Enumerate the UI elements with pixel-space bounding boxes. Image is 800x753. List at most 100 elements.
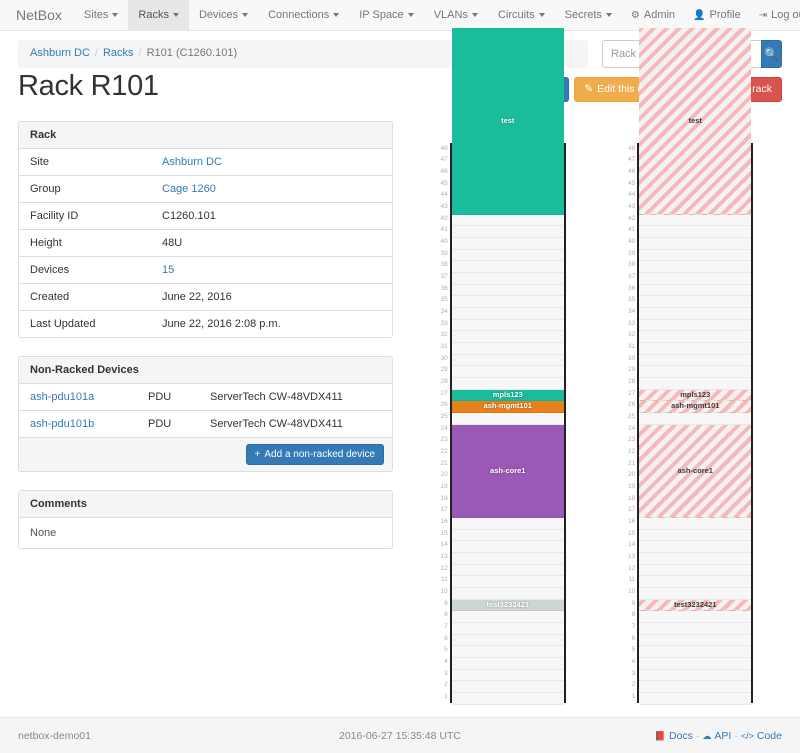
nav-item-ip-space[interactable]: IP Space	[349, 0, 423, 30]
add-non-racked-device-button[interactable]: + Add a non-racked device	[245, 443, 384, 465]
nav-item-log-out[interactable]: ⇥Log out	[750, 0, 800, 30]
rear-empty-slot[interactable]	[639, 284, 752, 297]
front-empty-slot[interactable]	[451, 377, 564, 390]
front-empty-slot[interactable]	[451, 529, 564, 542]
rear-empty-slot[interactable]	[639, 646, 752, 658]
front-rack-device[interactable]: test	[451, 27, 564, 215]
front-empty-slot[interactable]	[451, 249, 564, 262]
nav-item-sites[interactable]: Sites	[74, 0, 128, 30]
breadcrumb-racks-link[interactable]: Racks	[102, 47, 134, 59]
rear-empty-slot[interactable]	[639, 377, 752, 390]
nav-item-connections[interactable]: Connections	[258, 0, 349, 30]
footer-link-docs[interactable]: Docs	[668, 729, 693, 742]
breadcrumb-site-link[interactable]: Ashburn DC	[30, 47, 90, 59]
front-empty-slot[interactable]	[451, 331, 564, 343]
rear-empty-slot[interactable]	[639, 541, 752, 553]
rear-empty-slot[interactable]	[639, 529, 752, 542]
rear-empty-slot[interactable]	[639, 622, 752, 635]
rear-empty-slot[interactable]	[639, 634, 752, 647]
rack-attr-link[interactable]: 15	[162, 263, 175, 276]
rear-empty-slot[interactable]	[639, 296, 752, 308]
front-empty-slot[interactable]	[451, 517, 564, 530]
rear-empty-slot[interactable]	[639, 366, 752, 378]
front-empty-slot[interactable]	[451, 237, 564, 250]
rear-empty-slot[interactable]	[639, 669, 752, 682]
front-empty-slot[interactable]	[451, 564, 564, 577]
rear-empty-slot[interactable]	[639, 249, 752, 262]
search-icon[interactable]: 🔍	[761, 40, 782, 68]
rear-empty-slot[interactable]	[639, 319, 752, 332]
rear-empty-slot[interactable]	[639, 307, 752, 320]
rear-rack-device[interactable]: test	[639, 27, 752, 215]
rear-empty-slot[interactable]	[639, 342, 752, 355]
nonracked-device-link[interactable]: ash-pdu101b	[30, 417, 95, 430]
front-empty-slot[interactable]	[451, 412, 564, 425]
front-rack-device[interactable]: test3232421	[451, 599, 564, 612]
front-rack-device[interactable]: mpls123	[451, 389, 564, 402]
front-empty-slot[interactable]	[451, 284, 564, 297]
nav-item-devices[interactable]: Devices	[189, 0, 258, 30]
front-empty-slot[interactable]	[451, 552, 564, 565]
front-rack-device[interactable]: ash-mgmt101	[451, 401, 564, 413]
front-empty-slot[interactable]	[451, 296, 564, 308]
front-empty-slot[interactable]	[451, 261, 564, 273]
front-rack-frame[interactable]: pp01test-deviceash-mgmtcore1N5548-01Fire…	[449, 27, 566, 705]
rear-empty-slot[interactable]	[639, 564, 752, 577]
front-empty-slot[interactable]	[451, 576, 564, 588]
front-empty-slot[interactable]	[451, 272, 564, 285]
front-empty-slot[interactable]	[451, 587, 564, 600]
rear-rack-device[interactable]: test3232421	[639, 599, 752, 612]
front-empty-slot[interactable]	[451, 541, 564, 553]
rear-empty-slot[interactable]	[639, 354, 752, 367]
rear-empty-slot[interactable]	[639, 552, 752, 565]
rear-empty-slot[interactable]	[639, 331, 752, 343]
rear-empty-slot[interactable]	[639, 261, 752, 273]
rear-empty-slot[interactable]	[639, 237, 752, 250]
nav-item-circuits[interactable]: Circuits	[488, 0, 555, 30]
nav-item-racks[interactable]: Racks	[128, 0, 189, 30]
rear-empty-slot[interactable]	[639, 587, 752, 600]
front-empty-slot[interactable]	[451, 692, 564, 705]
front-empty-slot[interactable]	[451, 681, 564, 693]
rear-empty-slot[interactable]	[639, 576, 752, 588]
rear-empty-slot[interactable]	[639, 681, 752, 693]
front-empty-slot[interactable]	[451, 214, 564, 227]
front-empty-slot[interactable]	[451, 611, 564, 623]
rear-empty-slot[interactable]	[639, 412, 752, 425]
rear-rack-device[interactable]: mpls123	[639, 389, 752, 402]
front-empty-slot[interactable]	[451, 634, 564, 647]
rear-unit-label: 10	[628, 587, 636, 595]
front-empty-slot[interactable]	[451, 657, 564, 670]
nav-item-profile[interactable]: 👤 Profile	[684, 0, 750, 30]
front-empty-slot[interactable]	[451, 319, 564, 332]
footer-link-api[interactable]: API	[714, 729, 732, 742]
nav-item-secrets[interactable]: Secrets	[555, 0, 622, 30]
brand-logo[interactable]: NetBox	[16, 7, 62, 23]
left-column: Rack Site Ashburn DC Group Cage 1260 Facilit…	[18, 120, 393, 703]
rear-empty-slot[interactable]	[639, 272, 752, 285]
rear-empty-slot[interactable]	[639, 611, 752, 623]
front-empty-slot[interactable]	[451, 307, 564, 320]
front-empty-slot[interactable]	[451, 646, 564, 658]
rear-rack-device[interactable]: ash-core1	[639, 424, 752, 518]
front-empty-slot[interactable]	[451, 342, 564, 355]
footer-link-code[interactable]: Code	[756, 729, 782, 742]
nav-item-vlans[interactable]: VLANs	[424, 0, 488, 30]
front-empty-slot[interactable]	[451, 366, 564, 378]
front-empty-slot[interactable]	[451, 669, 564, 682]
front-empty-slot[interactable]	[451, 622, 564, 635]
rear-empty-slot[interactable]	[639, 226, 752, 238]
rear-empty-slot[interactable]	[639, 517, 752, 530]
nonracked-device-link[interactable]: ash-pdu101a	[30, 390, 95, 403]
rear-rack-frame[interactable]: pp01test-deviceash-mgmtcore1N5548-01Fire…	[637, 27, 754, 705]
rack-attr-link[interactable]: Ashburn DC	[162, 155, 222, 168]
rear-empty-slot[interactable]	[639, 657, 752, 670]
front-rack-device[interactable]: ash-core1	[451, 424, 564, 518]
nav-item-admin[interactable]: ⚙ Admin	[622, 0, 684, 30]
front-empty-slot[interactable]	[451, 226, 564, 238]
rear-empty-slot[interactable]	[639, 692, 752, 705]
front-empty-slot[interactable]	[451, 354, 564, 367]
rear-empty-slot[interactable]	[639, 214, 752, 227]
rack-attr-link[interactable]: Cage 1260	[162, 182, 216, 195]
rear-rack-device[interactable]: ash-mgmt101	[639, 401, 752, 413]
